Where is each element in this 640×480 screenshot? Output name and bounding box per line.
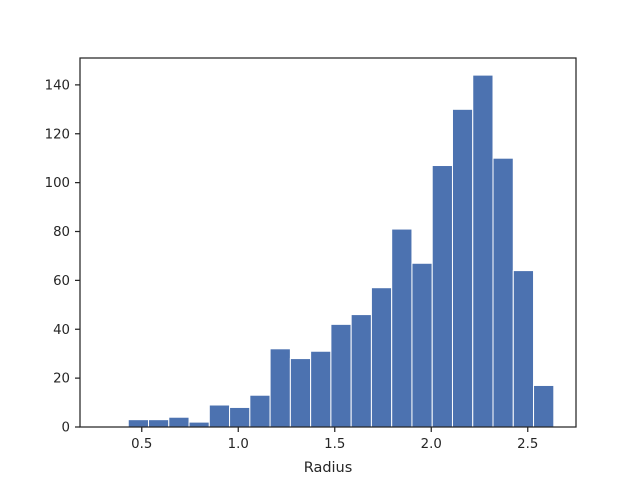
y-tick-label-1: 20 [53,372,70,387]
histogram-bar-4 [168,416,190,428]
histogram-bar-21 [512,270,535,428]
x-tick-label-4: 2.5 [517,437,538,452]
y-axis-ticks: 0 20 40 60 80 100 120 140 [45,78,80,436]
histogram-bar-12 [330,323,352,428]
y-tick-label-2: 40 [53,323,70,338]
y-tick-label-6: 120 [45,127,70,142]
x-tick-label-2: 1.5 [324,437,345,452]
histogram-bar-11 [310,350,332,428]
x-tick-label-0: 0.5 [131,437,152,452]
histogram-bar-14 [370,287,393,428]
y-tick-label-3: 60 [53,274,70,289]
x-tick-label-1: 1.0 [228,437,249,452]
x-axis-label: Radius [304,460,353,476]
bars-group [127,74,555,428]
histogram-bar-9 [269,348,291,428]
histogram-bar-17 [431,165,453,428]
histogram-bar-5 [188,421,210,428]
plot-frame [79,57,577,428]
histogram-bar-3 [148,419,170,428]
y-tick-label-7: 140 [45,78,70,93]
histogram-bar-19 [472,74,494,428]
histogram-bar-10 [289,358,312,428]
y-tick-label-4: 80 [53,225,70,240]
histogram-bar-16 [411,262,433,428]
y-tick-label-5: 100 [45,176,70,191]
histogram-bar-8 [249,394,271,428]
histogram-bar-7 [229,406,251,428]
histogram-bar-2 [127,419,150,428]
histogram-bar-18 [451,108,474,428]
y-tick-label-0: 0 [62,421,70,436]
histogram-bar-6 [208,404,231,428]
histogram-bar-15 [391,228,413,428]
x-tick-label-3: 2.0 [421,437,442,452]
x-axis-ticks: 0.5 1.0 1.5 2.0 2.5 [131,427,538,452]
histogram-bar-20 [492,157,514,428]
histogram-bar-13 [350,314,372,428]
histogram-bar-22 [533,384,555,428]
